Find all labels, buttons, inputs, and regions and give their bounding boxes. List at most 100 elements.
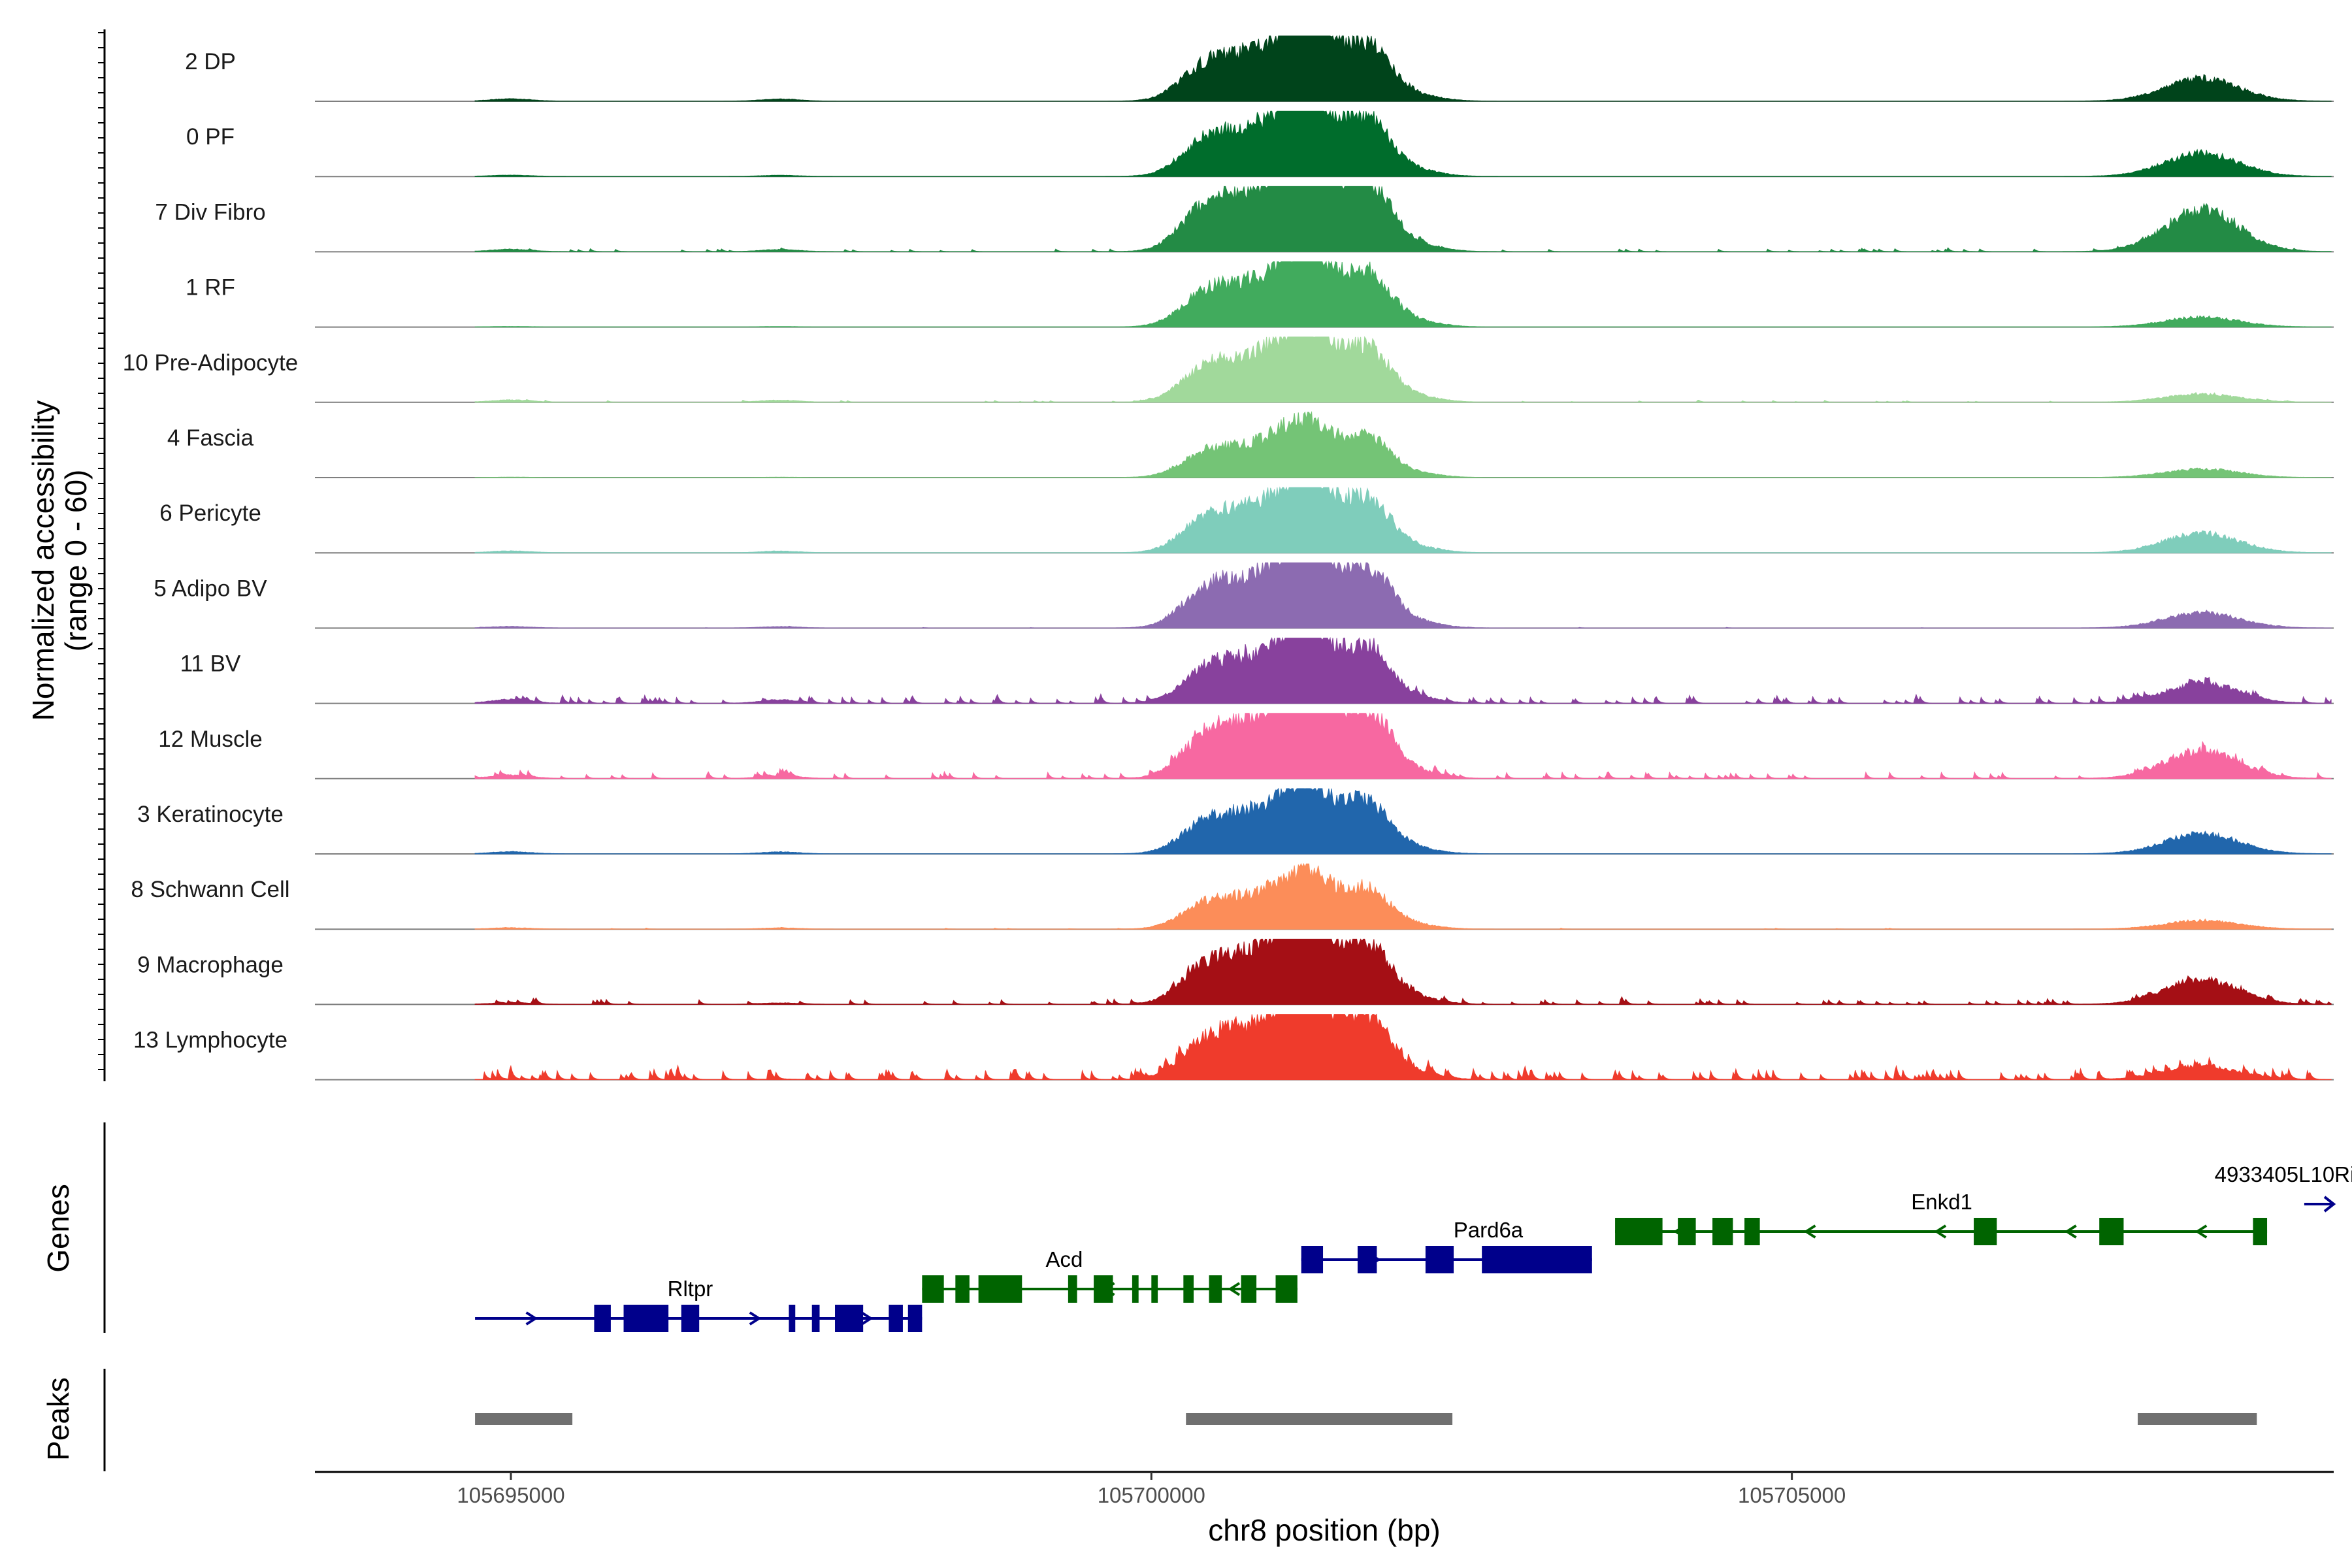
exon-block bbox=[1425, 1246, 1454, 1273]
gene-label: Rltpr bbox=[668, 1277, 713, 1301]
track-label: 10 Pre-Adipocyte bbox=[123, 350, 298, 376]
exon-block bbox=[623, 1305, 669, 1332]
exon-block bbox=[811, 1305, 820, 1332]
gene-enkd1: Enkd1 bbox=[1615, 1190, 2268, 1245]
strand-arrow bbox=[2195, 1224, 2208, 1239]
strand-arrow bbox=[1803, 1224, 1816, 1239]
peak-region bbox=[2138, 1413, 2257, 1425]
exon-block bbox=[1678, 1218, 1696, 1245]
exon-block bbox=[1132, 1275, 1139, 1303]
coverage-area bbox=[474, 486, 2332, 553]
strand-arrow bbox=[860, 1311, 874, 1326]
track-3-keratinocyte: 3 Keratinocyte bbox=[137, 787, 2334, 855]
y-axis-title: Normalized accessibility (range 0 - 60) bbox=[26, 400, 93, 721]
track-12-muscle: 12 Muscle bbox=[158, 712, 2334, 779]
y-axis-title-line1: Normalized accessibility bbox=[26, 400, 60, 721]
gene-pard6a: Pard6a bbox=[1301, 1218, 1592, 1273]
coverage-area bbox=[474, 110, 2332, 177]
x-axis-title: chr8 position (bp) bbox=[1208, 1513, 1440, 1547]
track-10-pre-adipocyte: 10 Pre-Adipocyte bbox=[123, 336, 2334, 403]
exon-block bbox=[922, 1275, 944, 1303]
track-label: 6 Pericyte bbox=[159, 500, 261, 526]
exon-block bbox=[1209, 1275, 1222, 1303]
track-2-dp: 2 DP bbox=[185, 35, 2334, 102]
exon-block bbox=[1357, 1246, 1377, 1273]
x-tick-label: 105705000 bbox=[1738, 1483, 1846, 1507]
exon-block bbox=[1482, 1246, 1592, 1273]
coverage-area bbox=[474, 260, 2332, 328]
strand-arrow bbox=[525, 1311, 538, 1326]
coverage-area bbox=[474, 862, 2332, 930]
track-9-macrophage: 9 Macrophage bbox=[137, 938, 2334, 1005]
strand-arrow bbox=[1934, 1224, 1947, 1239]
track-label: 12 Muscle bbox=[158, 727, 263, 752]
coverage-area bbox=[474, 636, 2332, 704]
track-label: 13 Lymphocyte bbox=[133, 1028, 287, 1053]
coverage-area bbox=[474, 336, 2332, 403]
gene-label: Enkd1 bbox=[1911, 1190, 1972, 1214]
exon-block bbox=[2099, 1218, 2124, 1245]
genes-panel-title: Genes bbox=[41, 1184, 75, 1273]
exon-block bbox=[1094, 1275, 1113, 1303]
gene-4933405l10rik: 4933405L10Rik bbox=[2215, 1162, 2352, 1213]
track-8-schwann-cell: 8 Schwann Cell bbox=[131, 862, 2334, 930]
peak-region bbox=[1186, 1413, 1453, 1425]
exon-block bbox=[1712, 1218, 1733, 1245]
gene-label: 4933405L10Rik bbox=[2215, 1162, 2352, 1186]
peak-panel: Peaks bbox=[41, 1369, 2257, 1471]
track-label: 3 Keratinocyte bbox=[137, 802, 284, 827]
x-axis: chr8 position (bp) 105695000 105700000 105… bbox=[315, 1471, 2334, 1547]
gene-label: Acd bbox=[1046, 1247, 1083, 1271]
exon-block bbox=[1183, 1275, 1194, 1303]
coverage-area bbox=[474, 712, 2332, 779]
exon-block bbox=[594, 1305, 611, 1332]
exon-block bbox=[907, 1305, 923, 1332]
coverage-area bbox=[474, 561, 2332, 629]
track-7-div-fibro: 7 Div Fibro bbox=[155, 186, 2334, 253]
exon-block bbox=[1301, 1246, 1324, 1273]
exon-block bbox=[1744, 1218, 1760, 1245]
x-tick-label: 105695000 bbox=[457, 1483, 564, 1507]
track-11-bv: 11 BV bbox=[180, 636, 2334, 704]
track-5-adipo-bv: 5 Adipo BV bbox=[154, 561, 2334, 629]
exon-block bbox=[681, 1305, 700, 1332]
peaks-panel-title: Peaks bbox=[41, 1377, 75, 1461]
coverage-area bbox=[474, 186, 2332, 252]
exon-block bbox=[1068, 1275, 1077, 1303]
track-4-fascia: 4 Fascia bbox=[167, 411, 2334, 478]
coverage-area bbox=[474, 411, 2332, 478]
track-label: 4 Fascia bbox=[167, 425, 254, 451]
gene-acd: Acd bbox=[922, 1247, 1298, 1303]
y-axis-title-line2: (range 0 - 60) bbox=[59, 470, 93, 652]
coverage-area bbox=[474, 787, 2332, 855]
gene-panel: Genes Rltpr Acd Pard6a Enkd1 4933405L10Rik bbox=[41, 1122, 2352, 1333]
exon-block bbox=[789, 1305, 796, 1332]
gene-rltpr: Rltpr bbox=[475, 1277, 923, 1332]
x-tick-label: 105700000 bbox=[1098, 1483, 1205, 1507]
track-label: 8 Schwann Cell bbox=[131, 877, 289, 902]
strand-arrow bbox=[749, 1311, 762, 1326]
track-0-pf: 0 PF bbox=[186, 110, 2334, 178]
track-label: 1 RF bbox=[186, 275, 235, 301]
track-label: 7 Div Fibro bbox=[155, 199, 265, 225]
exon-block bbox=[955, 1275, 970, 1303]
track-label: 2 DP bbox=[185, 49, 236, 74]
gene-label: Pard6a bbox=[1454, 1218, 1524, 1242]
strand-arrow bbox=[2064, 1224, 2077, 1239]
peak-region bbox=[475, 1413, 573, 1425]
strand-arrow bbox=[2323, 1196, 2336, 1213]
track-6-pericyte: 6 Pericyte bbox=[159, 486, 2334, 554]
exon-block bbox=[1974, 1218, 1997, 1245]
strand-arrow bbox=[1228, 1282, 1241, 1296]
track-label: 9 Macrophage bbox=[137, 952, 284, 977]
coverage-area bbox=[474, 938, 2332, 1005]
exon-block bbox=[1275, 1275, 1298, 1303]
track-1-rf: 1 RF bbox=[186, 260, 2334, 328]
track-label: 5 Adipo BV bbox=[154, 576, 267, 601]
exon-block bbox=[2253, 1218, 2268, 1245]
coverage-area bbox=[474, 1013, 2332, 1081]
exon-block bbox=[978, 1275, 1022, 1303]
exon-block bbox=[889, 1305, 903, 1332]
exon-block bbox=[835, 1305, 864, 1332]
